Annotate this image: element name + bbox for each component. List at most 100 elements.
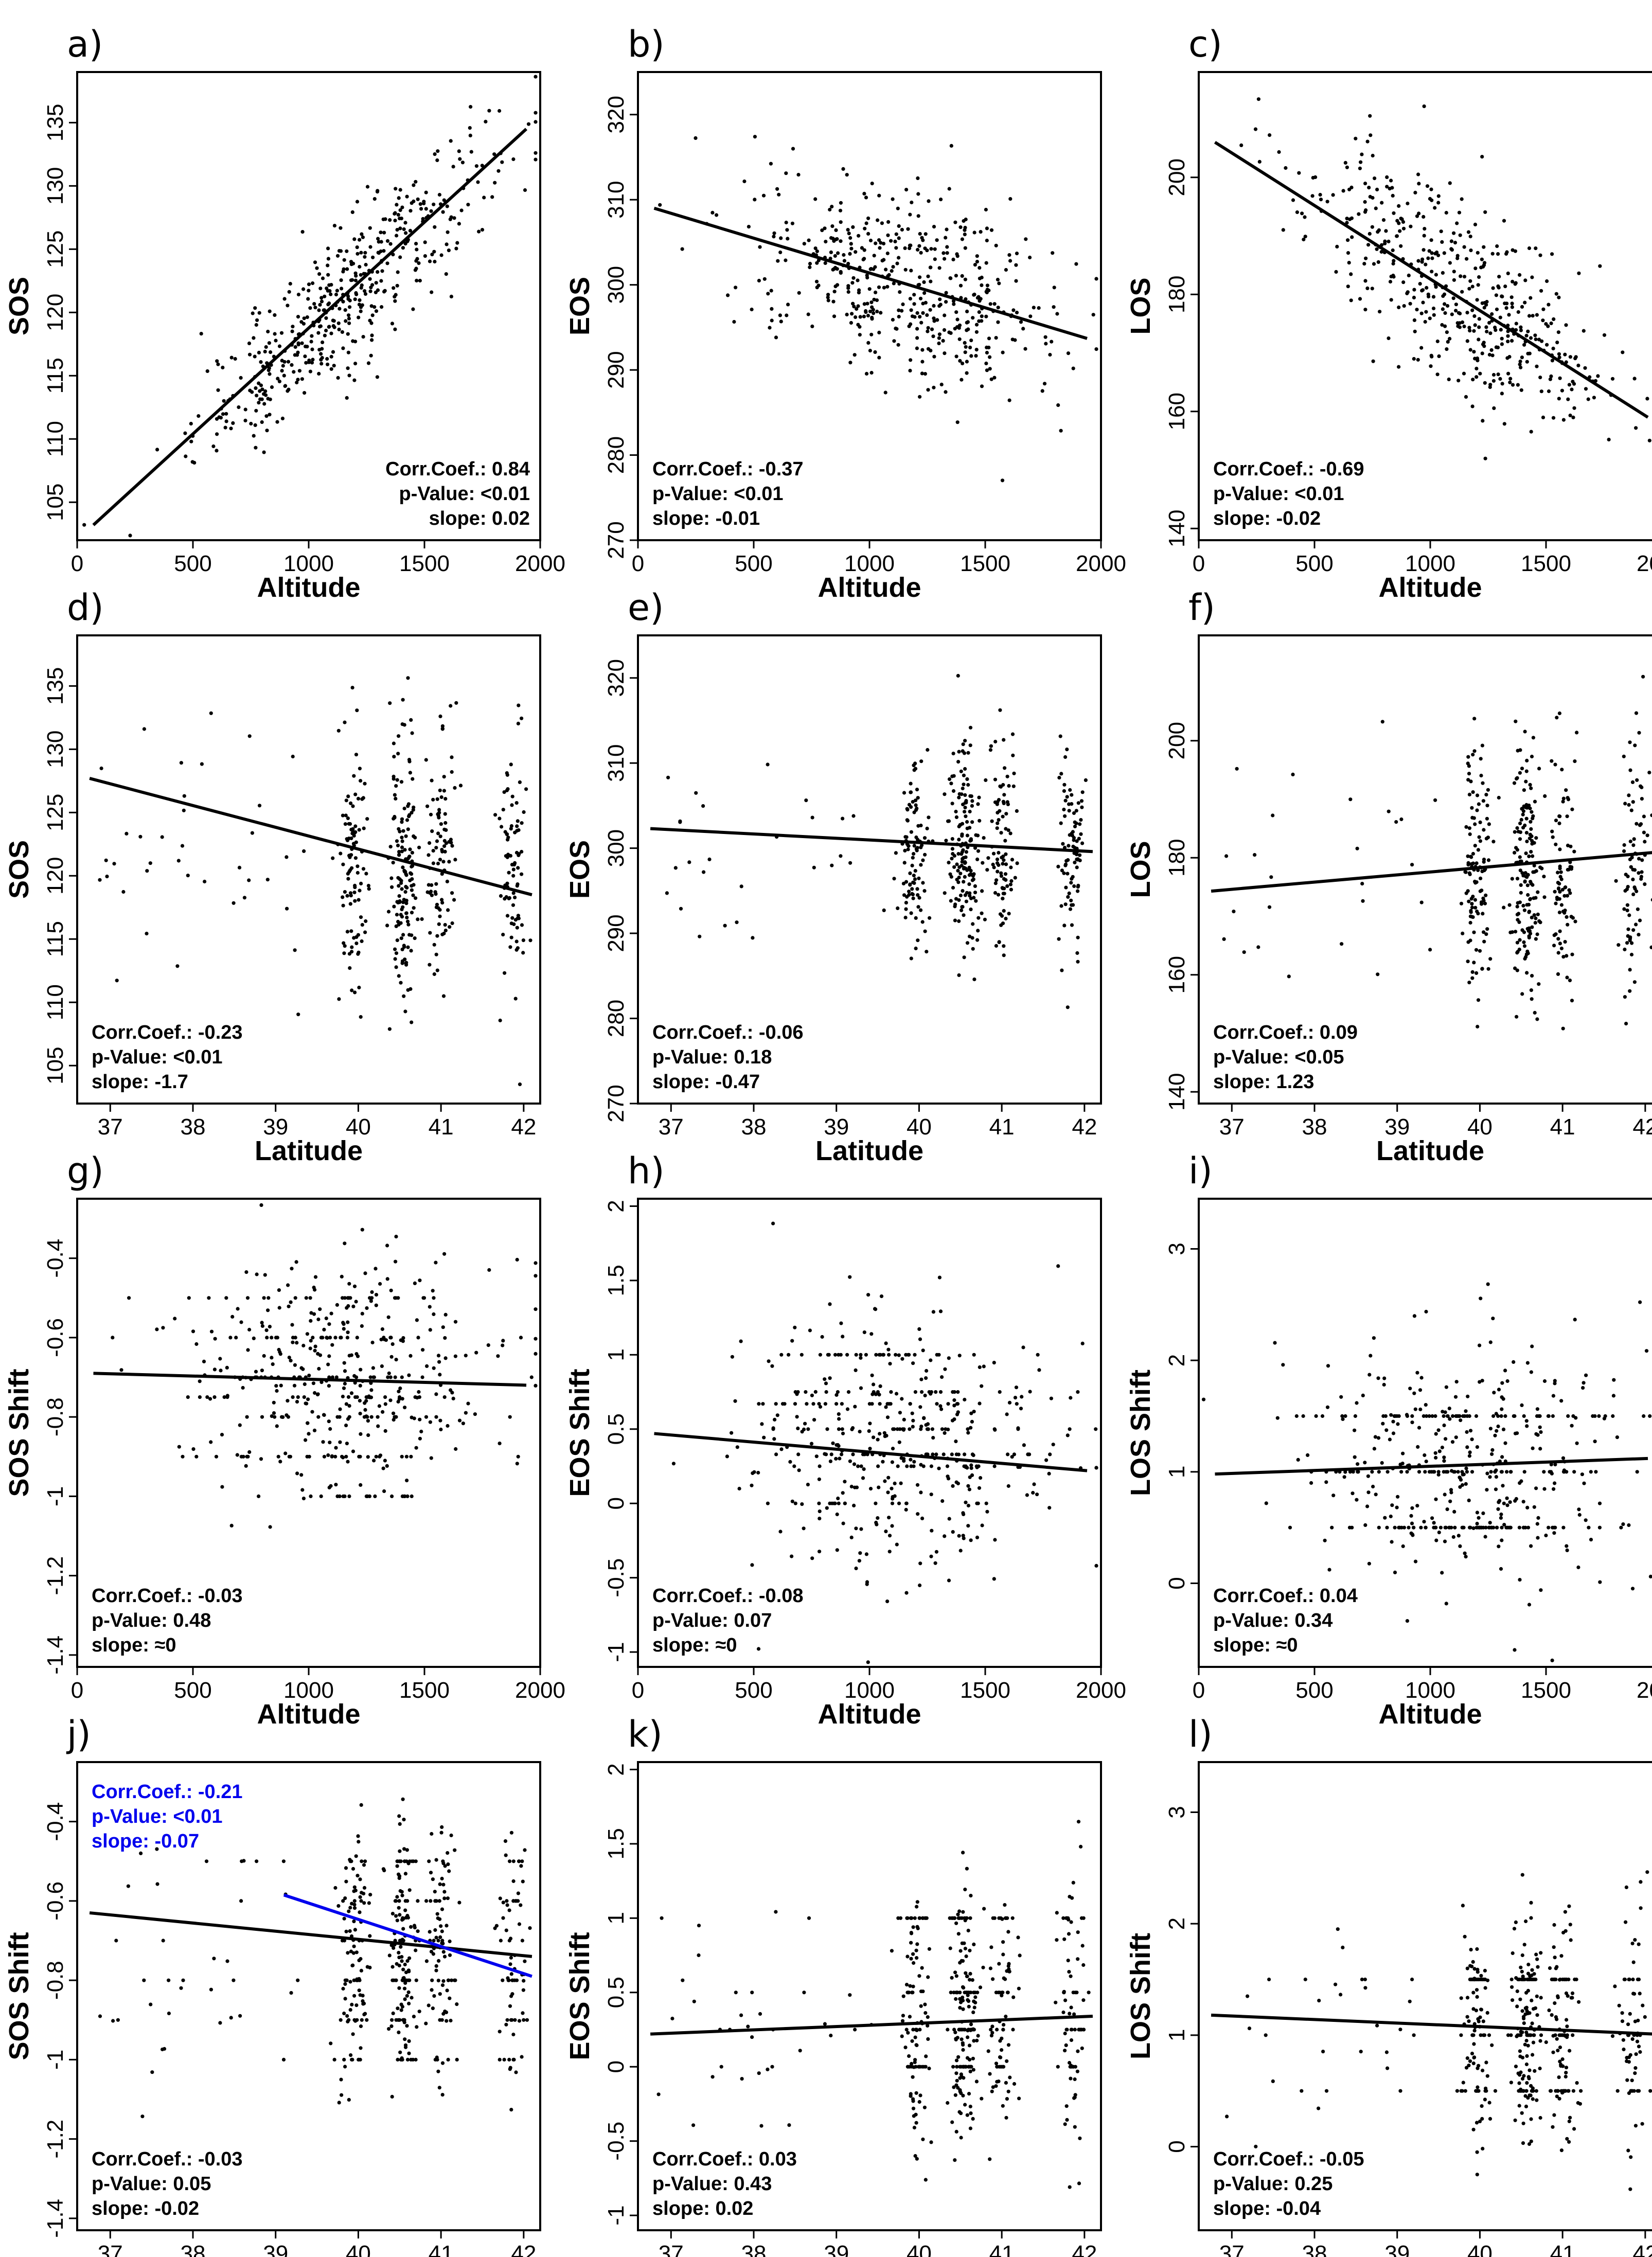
scatter-point bbox=[441, 1882, 446, 1887]
scatter-point bbox=[1507, 313, 1511, 317]
scatter-point bbox=[407, 2039, 411, 2043]
scatter-point bbox=[418, 1417, 422, 1421]
scatter-point bbox=[1368, 194, 1372, 199]
scatter-point bbox=[1419, 1525, 1423, 1530]
scatter-point bbox=[998, 1390, 1002, 1394]
scatter-point bbox=[1639, 822, 1643, 826]
scatter-point bbox=[1376, 1376, 1380, 1380]
scatter-point bbox=[1491, 379, 1496, 383]
scatter-point bbox=[1525, 883, 1530, 887]
scatter-point bbox=[1481, 896, 1485, 900]
scatter-point bbox=[520, 849, 524, 854]
scatter-point bbox=[1524, 1419, 1529, 1423]
scatter-point bbox=[309, 1319, 313, 1323]
scatter-point bbox=[1363, 182, 1367, 186]
scatter-point bbox=[1080, 1341, 1085, 1345]
scatter-point bbox=[480, 228, 485, 232]
scatter-point bbox=[505, 914, 510, 918]
scatter-point bbox=[448, 1953, 452, 1957]
scatter-point bbox=[833, 254, 837, 258]
scatter-point bbox=[1318, 192, 1322, 197]
scatter-point bbox=[993, 1538, 997, 1542]
scatter-point bbox=[1416, 172, 1420, 176]
scatter-point bbox=[405, 1479, 409, 1483]
scatter-point bbox=[260, 420, 264, 424]
scatter-point bbox=[959, 769, 963, 773]
scatter-point bbox=[407, 1859, 412, 1863]
scatter-point bbox=[239, 1454, 243, 1459]
scatter-point bbox=[1369, 133, 1373, 137]
scatter-point bbox=[282, 297, 287, 301]
scatter-point bbox=[442, 1890, 447, 1894]
scatter-point bbox=[466, 203, 470, 207]
scatter-point bbox=[356, 1978, 360, 1982]
scatter-point bbox=[200, 762, 204, 766]
scatter-point bbox=[406, 922, 411, 927]
scatter-point bbox=[290, 1323, 294, 1327]
scatter-point bbox=[286, 1415, 291, 1419]
scatter-point bbox=[1365, 1504, 1370, 1508]
scatter-point bbox=[302, 849, 306, 853]
x-tick-label: 0 bbox=[71, 1678, 83, 1703]
scatter-point bbox=[824, 1381, 828, 1385]
scatter-point bbox=[946, 819, 950, 823]
scatter-point bbox=[329, 282, 333, 287]
scatter-point bbox=[852, 305, 856, 309]
scatter-point bbox=[866, 313, 870, 318]
scatter-point bbox=[252, 434, 256, 438]
scatter-point bbox=[999, 831, 1003, 835]
scatter-point bbox=[1493, 1433, 1497, 1437]
scatter-point bbox=[1514, 930, 1518, 934]
scatter-point bbox=[246, 1348, 250, 1352]
scatter-point bbox=[318, 1307, 322, 1311]
scatter-point bbox=[957, 323, 962, 327]
scatter-point bbox=[833, 1353, 838, 1357]
scatter-point bbox=[1264, 1501, 1268, 1505]
y-tick-label: -0.4 bbox=[43, 1802, 68, 1841]
scatter-point bbox=[534, 120, 538, 124]
scatter-point bbox=[1057, 776, 1061, 780]
scatter-point bbox=[296, 1395, 300, 1399]
scatter-point bbox=[341, 813, 345, 818]
scatter-point bbox=[882, 286, 886, 290]
scatter-point bbox=[354, 1854, 358, 1858]
panel-a: a)0 500 1000 1500 2000105110115120125130135A… bbox=[4, 23, 565, 603]
scatter-point bbox=[388, 218, 392, 222]
scatter-point bbox=[974, 323, 979, 327]
scatter-point bbox=[1341, 189, 1345, 193]
scatter-point bbox=[316, 1415, 321, 1419]
scatter-point bbox=[304, 361, 308, 365]
scatter-point bbox=[1448, 181, 1452, 185]
scatter-point bbox=[1628, 968, 1632, 972]
scatter-point bbox=[1076, 935, 1080, 939]
scatter-point bbox=[255, 394, 259, 398]
scatter-point bbox=[1510, 305, 1514, 309]
scatter-point bbox=[443, 812, 447, 816]
scatter-point bbox=[436, 831, 440, 836]
scatter-point bbox=[854, 1368, 858, 1372]
scatter-point bbox=[970, 1419, 974, 1424]
scatter-point bbox=[432, 1312, 436, 1317]
scatter-point bbox=[778, 313, 782, 317]
scatter-point bbox=[992, 865, 996, 869]
scatter-point bbox=[1565, 1548, 1569, 1552]
scatter-point bbox=[1466, 861, 1470, 865]
scatter-point bbox=[385, 923, 389, 928]
scatter-point bbox=[985, 283, 989, 288]
scatter-point bbox=[394, 951, 399, 955]
scatter-point bbox=[726, 293, 730, 297]
y-tick-label: 1 bbox=[603, 1348, 629, 1361]
scatter-point bbox=[428, 1305, 432, 1309]
scatter-point bbox=[427, 883, 431, 887]
scatter-point bbox=[368, 277, 372, 281]
scatter-point bbox=[207, 1296, 211, 1300]
scatter-point bbox=[394, 187, 398, 191]
scatter-point bbox=[943, 351, 947, 356]
scatter-point bbox=[966, 1484, 970, 1488]
scatter-point bbox=[357, 1454, 361, 1459]
scatter-point bbox=[449, 1833, 453, 1838]
scatter-point bbox=[818, 1517, 822, 1521]
scatter-point bbox=[972, 230, 976, 235]
scatter-point bbox=[1419, 346, 1424, 350]
scatter-point bbox=[389, 1355, 394, 1359]
